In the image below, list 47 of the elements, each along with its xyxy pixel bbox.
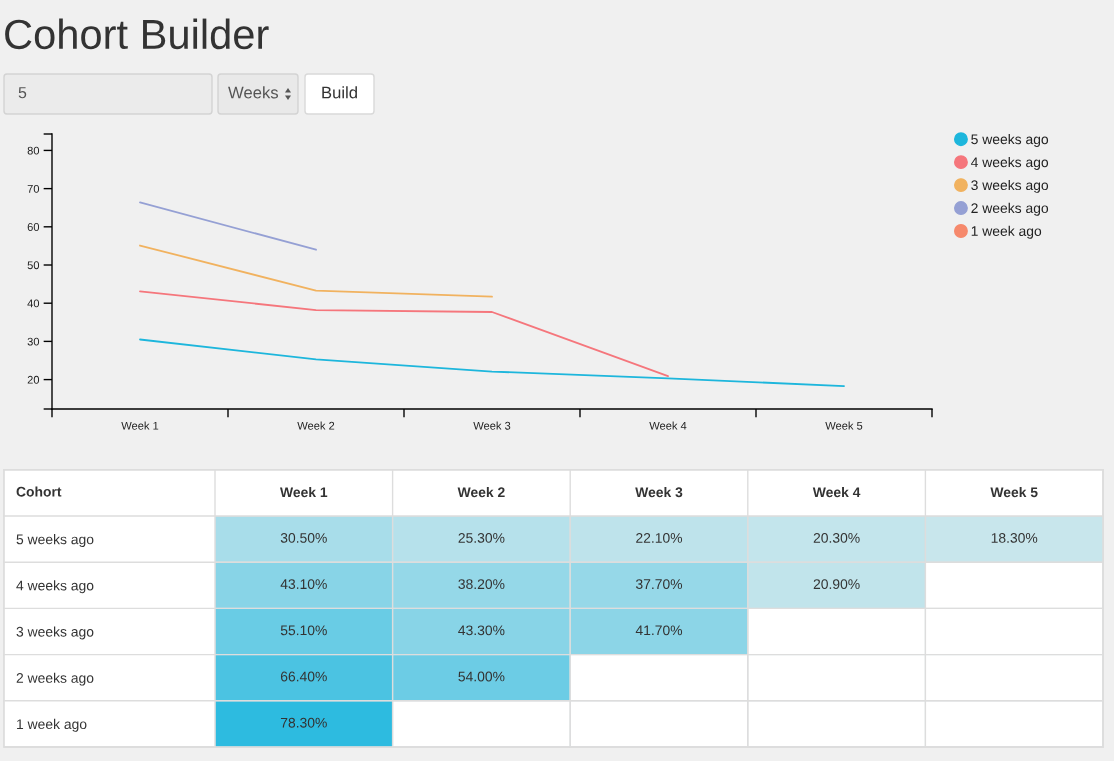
data-label: 55.10% bbox=[280, 625, 327, 636]
data-label: 66.40% bbox=[280, 671, 327, 682]
y-tick-label: 60 bbox=[27, 223, 40, 231]
data-label: 18.30% bbox=[991, 532, 1038, 543]
y-tick-label: 1 week ago bbox=[17, 718, 87, 732]
data-label: 20.30% bbox=[813, 532, 860, 543]
x-tick-label: Week 2 bbox=[297, 421, 335, 430]
legend-label: 5 weeks ago bbox=[971, 134, 1049, 147]
data-label: 43.30% bbox=[458, 625, 505, 636]
y-tick-label: 40 bbox=[27, 299, 40, 308]
legend-label: 1 week ago bbox=[971, 225, 1042, 239]
y-tick-label: 30 bbox=[27, 337, 40, 346]
y-tick-label: 5 weeks ago bbox=[16, 534, 94, 548]
text: Build bbox=[322, 86, 357, 99]
data-label: 22.10% bbox=[636, 532, 683, 543]
x-tick-label: Week 2 bbox=[457, 486, 505, 498]
x-tick-label: Week 1 bbox=[280, 486, 328, 498]
x-tick-label: Week 3 bbox=[635, 486, 683, 498]
text: Weeks bbox=[228, 86, 279, 99]
data-label: 54.00% bbox=[458, 671, 505, 682]
x-tick-label: Week 5 bbox=[825, 421, 863, 430]
text: 5 bbox=[18, 87, 27, 99]
data-label: 25.30% bbox=[458, 532, 505, 543]
text: Cohort Builder bbox=[5, 18, 269, 50]
x-tick-label: Week 4 bbox=[649, 421, 687, 430]
x-tick-label: Week 3 bbox=[473, 421, 511, 430]
x-tick-label: Week 1 bbox=[121, 421, 159, 430]
legend-label: 3 weeks ago bbox=[971, 179, 1049, 193]
data-label: 41.70% bbox=[635, 625, 683, 636]
legend-label: 2 weeks ago bbox=[971, 202, 1049, 216]
data-label: 20.90% bbox=[813, 579, 860, 590]
y-tick-label: 80 bbox=[27, 146, 40, 155]
y-tick-label: 20 bbox=[27, 375, 40, 384]
x-tick-label: Week 5 bbox=[990, 486, 1038, 498]
data-label: 38.20% bbox=[458, 579, 505, 590]
data-label: 78.30% bbox=[280, 717, 327, 728]
y-tick-label: 50 bbox=[27, 261, 40, 270]
y-tick-label: 4 weeks ago bbox=[16, 580, 94, 594]
y-axis-title: Cohort bbox=[16, 486, 62, 497]
data-label: 37.70% bbox=[635, 579, 683, 590]
y-tick-label: 3 weeks ago bbox=[16, 626, 94, 640]
y-tick-label: 70 bbox=[27, 184, 40, 193]
y-tick-label: 2 weeks ago bbox=[16, 672, 94, 686]
x-tick-label: Week 4 bbox=[812, 486, 861, 498]
data-label: 30.50% bbox=[280, 532, 327, 543]
legend-label: 4 weeks ago bbox=[970, 156, 1049, 170]
data-label: 43.10% bbox=[280, 579, 327, 590]
